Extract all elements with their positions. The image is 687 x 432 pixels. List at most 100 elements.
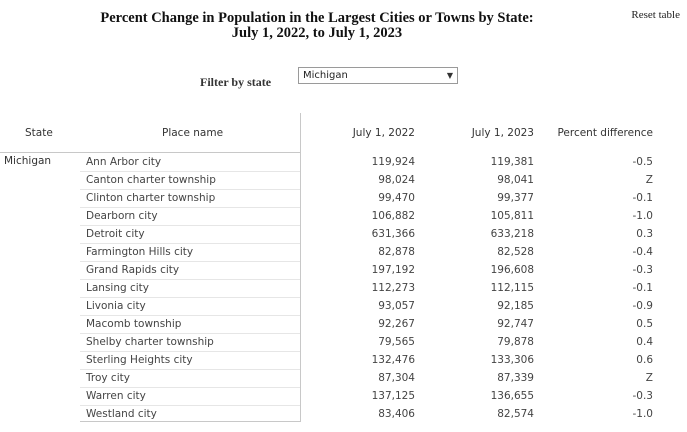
column-header-state[interactable]: State [25,127,53,139]
place-name-cell: Dearborn city [86,210,158,222]
percent-difference-cell: -1.0 [632,210,654,222]
july-2023-cell: 133,306 [490,354,534,366]
july-2023-cell: 92,185 [497,300,534,312]
percent-difference-cell: 0.6 [636,354,653,366]
july-2022-cell: 197,192 [371,264,415,276]
table-row: Westland city 83,406 82,574 -1.0 [0,405,687,423]
july-2022-cell: 87,304 [378,372,415,384]
row-divider [80,225,300,226]
july-2023-cell: 92,747 [497,318,534,330]
july-2023-cell: 82,528 [497,246,534,258]
row-divider [80,405,300,406]
column-header-place-name[interactable]: Place name [162,127,224,139]
table-row: Clinton charter township 99,470 99,377 -0.1 [0,189,687,207]
july-2022-cell: 92,267 [378,318,415,330]
july-2022-cell: 631,366 [371,228,415,240]
july-2022-cell: 79,565 [378,336,415,348]
title-line-1: Percent Change in Population in the Larg… [100,10,534,26]
percent-difference-cell: -1.0 [632,408,654,420]
percent-difference-cell: -0.4 [632,246,654,258]
table-row: Dearborn city 106,882 105,811 -1.0 [0,207,687,225]
row-divider [80,333,300,334]
percent-difference-cell: Z [645,372,653,384]
table-row: Lansing city 112,273 112,115 -0.1 [0,279,687,297]
title-line-2: July 1, 2022, to July 1, 2023 [231,25,403,41]
table-row: Warren city 137,125 136,655 -0.3 [0,387,687,405]
percent-difference-cell: -0.1 [632,192,654,204]
july-2023-cell: 87,339 [497,372,534,384]
percent-difference-cell: 0.5 [636,318,653,330]
july-2023-cell: 98,041 [497,174,534,186]
percent-difference-cell: -0.5 [632,156,654,168]
row-divider [80,279,300,280]
percent-difference-cell: 0.4 [636,336,653,348]
percent-difference-cell: -0.3 [632,390,654,402]
percent-difference-cell: 0.3 [636,228,653,240]
table-row: Troy city 87,304 87,339 Z [0,369,687,387]
place-name-cell: Clinton charter township [86,192,216,204]
table-row: Sterling Heights city 132,476 133,306 0.6 [0,351,687,369]
july-2022-cell: 83,406 [378,408,415,420]
reset-table-button[interactable]: Reset table [631,9,680,21]
table-row: Grand Rapids city 197,192 196,608 -0.3 [0,261,687,279]
july-2023-cell: 196,608 [490,264,534,276]
table-bottom-divider [80,421,300,422]
column-divider [300,113,301,422]
row-divider [80,261,300,262]
table-row: Canton charter township 98,024 98,041 Z [0,171,687,189]
place-name-cell: Ann Arbor city [86,156,162,168]
row-divider [80,189,300,190]
place-name-cell: Grand Rapids city [86,264,180,276]
july-2022-cell: 112,273 [371,282,415,294]
place-name-cell: Troy city [86,372,130,384]
state-filter-dropdown[interactable]: Michigan ▼ [298,67,458,84]
july-2022-cell: 119,924 [371,156,415,168]
triangle-down-icon: ▼ [446,71,453,80]
place-name-cell: Westland city [86,408,157,420]
row-divider [80,171,300,172]
row-divider [80,243,300,244]
place-name-cell: Farmington Hills city [86,246,194,258]
page-title: Percent Change in Population in the Larg… [0,11,634,41]
place-name-cell: Livonia city [86,300,146,312]
table-row: Ann Arbor city 119,924 119,381 -0.5 [0,153,687,171]
july-2023-cell: 82,574 [497,408,534,420]
header-divider [0,152,300,153]
july-2022-cell: 93,057 [378,300,415,312]
table-row: Macomb township 92,267 92,747 0.5 [0,315,687,333]
july-2023-cell: 136,655 [490,390,534,402]
row-divider [80,315,300,316]
july-2022-cell: 106,882 [371,210,415,222]
july-2022-cell: 98,024 [378,174,415,186]
state-filter-value: Michigan [303,70,348,81]
july-2023-cell: 119,381 [490,156,534,168]
july-2022-cell: 82,878 [378,246,415,258]
place-name-cell: Detroit city [86,228,145,240]
percent-difference-cell: -0.1 [632,282,654,294]
column-header-july-2023[interactable]: July 1, 2023 [471,127,534,139]
july-2023-cell: 99,377 [497,192,534,204]
table-row: Detroit city 631,366 633,218 0.3 [0,225,687,243]
july-2023-cell: 79,878 [497,336,534,348]
column-header-july-2022[interactable]: July 1, 2022 [352,127,415,139]
state-cell: Michigan [4,155,52,167]
place-name-cell: Lansing city [86,282,150,294]
percent-difference-cell: -0.3 [632,264,654,276]
column-header-percent-difference[interactable]: Percent difference [557,127,653,139]
july-2022-cell: 99,470 [378,192,415,204]
row-divider [80,297,300,298]
percent-difference-cell: -0.9 [632,300,654,312]
row-divider [80,207,300,208]
july-2022-cell: 137,125 [371,390,415,402]
place-name-cell: Warren city [86,390,146,402]
table-row: Shelby charter township 79,565 79,878 0.4 [0,333,687,351]
place-name-cell: Canton charter township [86,174,216,186]
percent-difference-cell: Z [645,174,653,186]
table-row: Farmington Hills city 82,878 82,528 -0.4 [0,243,687,261]
table-body: Ann Arbor city 119,924 119,381 -0.5 Canton c… [0,153,687,423]
row-divider [80,369,300,370]
july-2023-cell: 105,811 [490,210,534,222]
row-divider [80,351,300,352]
place-name-cell: Sterling Heights city [86,354,193,366]
july-2023-cell: 633,218 [490,228,534,240]
